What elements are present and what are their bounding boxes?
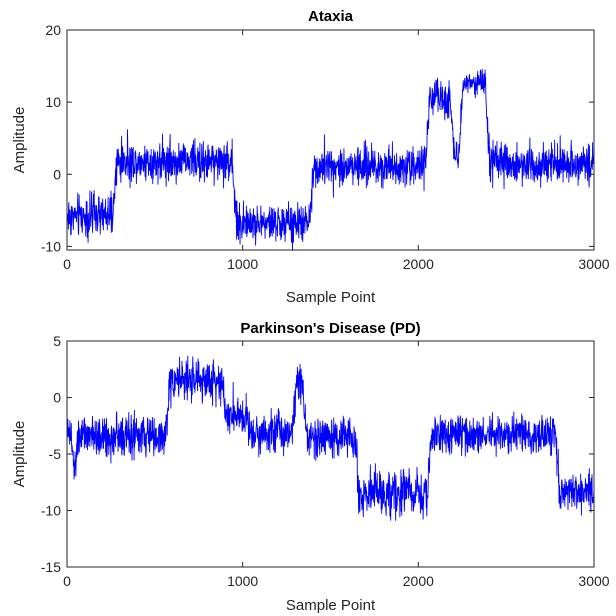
pd-signal-path [66, 355, 595, 521]
ataxia-title: Ataxia [308, 8, 354, 25]
ataxia-ylabel: Amplitude [11, 107, 28, 174]
ataxia-plot-area [67, 30, 594, 250]
ataxia-xtick-label: 1000 [227, 256, 258, 272]
ataxia-signal-path [66, 68, 595, 251]
pd-ytick-label: 0 [53, 390, 61, 406]
pd-xtick-label: 3000 [578, 573, 609, 589]
pd-plot-area [67, 341, 594, 567]
ataxia-series-line [66, 68, 595, 251]
pd-panel: Parkinson's Disease (PD) 0 1000 2000 3000 -1… [11, 320, 610, 614]
pd-ticks: 0 1000 2000 3000 -15 -10 -5 0 5 [41, 333, 610, 589]
ataxia-ytick-label: -10 [41, 238, 61, 254]
pd-xtick-label: 0 [63, 573, 71, 589]
pd-xlabel: Sample Point [286, 597, 376, 614]
ataxia-ytick-label: 0 [53, 166, 61, 182]
ataxia-ytick-label: 10 [45, 94, 61, 110]
ataxia-xlabel: Sample Point [286, 289, 376, 306]
ataxia-ytick-label: 20 [45, 22, 61, 38]
pd-ytick-label: -10 [41, 503, 61, 519]
ataxia-xtick-label: 3000 [578, 256, 609, 272]
pd-ylabel: Amplitude [11, 421, 28, 488]
pd-title: Parkinson's Disease (PD) [240, 320, 420, 337]
pd-ytick-label: -15 [41, 559, 61, 575]
ataxia-xtick-label: 2000 [403, 256, 434, 272]
ataxia-axes-box [66, 29, 595, 251]
pd-xtick-label: 2000 [403, 573, 434, 589]
pd-series-line [66, 355, 595, 521]
pd-ytick-label: 5 [53, 333, 61, 349]
ataxia-xtick-label: 0 [63, 256, 71, 272]
pd-xtick-label: 1000 [227, 573, 258, 589]
pd-ytick-label: -5 [49, 446, 62, 462]
